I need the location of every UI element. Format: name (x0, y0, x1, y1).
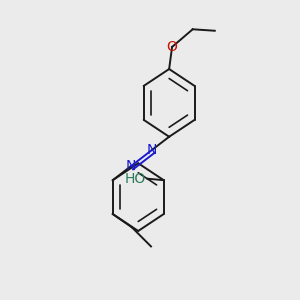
Text: HO: HO (125, 172, 146, 186)
Text: N: N (126, 159, 136, 173)
Text: N: N (147, 143, 158, 157)
Text: O: O (167, 40, 178, 54)
